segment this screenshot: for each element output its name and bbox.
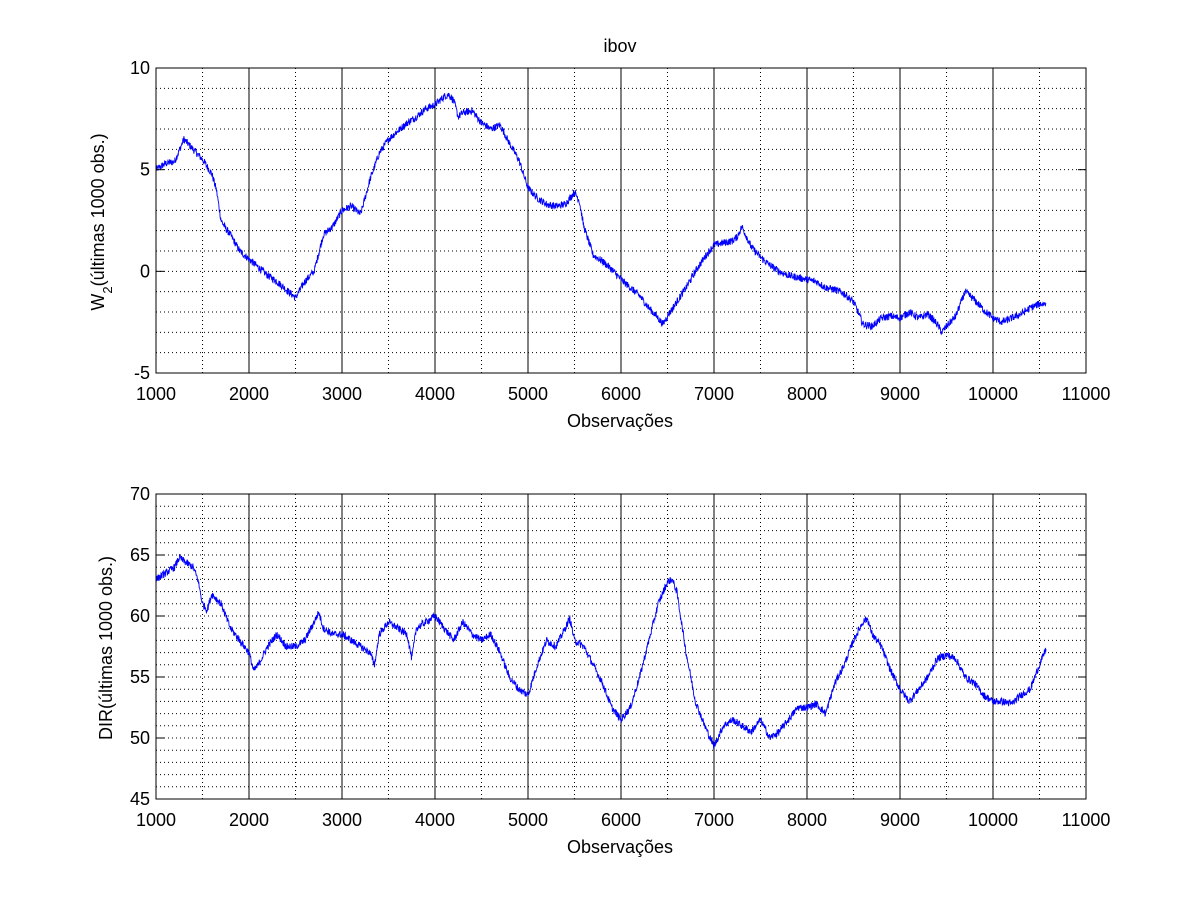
bottom-x-tick-label: 9000 xyxy=(880,810,920,830)
top-chart-title: ibov xyxy=(603,36,636,56)
bottom-x-tick-label: 3000 xyxy=(322,810,362,830)
top-y-label-subscript: 2 xyxy=(100,286,115,293)
bottom-y-tick-label: 45 xyxy=(130,789,150,809)
top-x-tick-label: 8000 xyxy=(787,384,827,404)
bottom-y-tick-label: 70 xyxy=(130,484,150,504)
bottom-x-tick-label: 5000 xyxy=(508,810,548,830)
bottom-x-tick-label: 7000 xyxy=(694,810,734,830)
bottom-x-tick-label: 2000 xyxy=(229,810,269,830)
bottom-y-tick-label: 55 xyxy=(130,667,150,687)
top-y-tick-label: 0 xyxy=(140,261,150,281)
top-x-tick-label: 7000 xyxy=(694,384,734,404)
top-x-tick-label: 6000 xyxy=(601,384,641,404)
bottom-x-tick-label: 4000 xyxy=(415,810,455,830)
bottom-x-tick-label: 1000 xyxy=(136,810,176,830)
top-y-tick-label: -5 xyxy=(134,363,150,383)
bottom-y-tick-label: 50 xyxy=(130,728,150,748)
top-y-axis-label: W2(últimas 1000 obs.) xyxy=(88,133,115,310)
bottom-y-tick-label: 65 xyxy=(130,545,150,565)
bottom-x-tick-label: 6000 xyxy=(601,810,641,830)
top-y-label-rest: (últimas 1000 obs.) xyxy=(88,133,108,286)
top-axes: ibov Observações W2(últimas 1000 obs.) 1… xyxy=(88,36,1110,431)
bottom-series-line xyxy=(155,553,1047,750)
top-x-tick-label: 4000 xyxy=(415,384,455,404)
bottom-x-axis-label: Observações xyxy=(567,837,673,857)
top-x-tick-label: 2000 xyxy=(229,384,269,404)
top-x-tick-label: 10000 xyxy=(968,384,1018,404)
top-x-axis-label: Observações xyxy=(567,411,673,431)
top-x-tick-label: 1000 xyxy=(136,384,176,404)
bottom-x-tick-label: 8000 xyxy=(787,810,827,830)
top-y-label-main: W xyxy=(88,294,108,311)
top-series-line xyxy=(155,92,1047,336)
bottom-y-axis-label: DIR(últimas 1000 obs.) xyxy=(96,556,116,740)
top-x-tick-label: 5000 xyxy=(508,384,548,404)
top-x-tick-label: 3000 xyxy=(322,384,362,404)
bottom-y-tick-label: 60 xyxy=(130,606,150,626)
bottom-x-tick-label: 11000 xyxy=(1062,810,1111,830)
top-x-tick-label: 9000 xyxy=(880,384,920,404)
top-x-tick-label: 11000 xyxy=(1062,384,1111,404)
top-y-tick-label: 5 xyxy=(140,160,150,180)
bottom-axes: Observações DIR(últimas 1000 obs.) 1000 2… xyxy=(96,484,1110,857)
top-y-tick-label: 10 xyxy=(130,58,150,78)
bottom-x-tick-label: 10000 xyxy=(968,810,1018,830)
